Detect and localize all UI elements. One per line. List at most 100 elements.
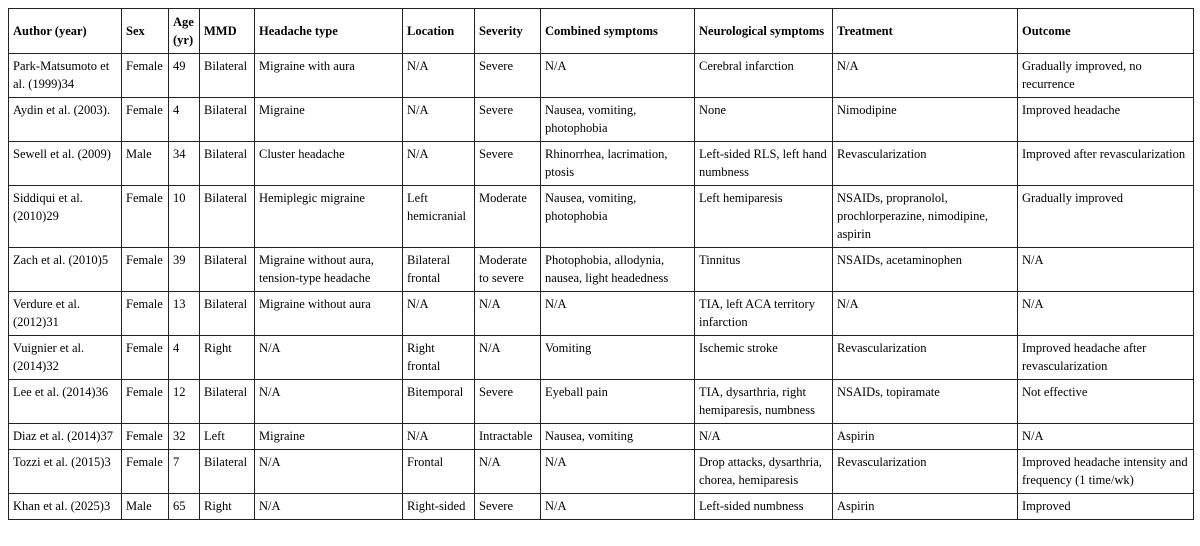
table-cell: NSAIDs, propranolol, prochlorperazine, n… [832, 185, 1018, 248]
table-cell: Moderate [474, 185, 541, 248]
table-cell: Migraine [254, 423, 403, 450]
table-cell: N/A [540, 53, 695, 98]
table-cell: Intractable [474, 423, 541, 450]
table-cell: Left-sided numbness [694, 493, 833, 520]
table-cell: Gradually improved, no recurrence [1017, 53, 1194, 98]
table-cell: 12 [168, 379, 200, 424]
table-cell: Bilateral [199, 53, 255, 98]
header-cell: Outcome [1017, 8, 1194, 54]
table-cell: Female [121, 449, 169, 494]
header-cell: MMD [199, 8, 255, 54]
table-cell: N/A [402, 97, 475, 142]
table-cell: Right [199, 493, 255, 520]
table-cell: N/A [832, 53, 1018, 98]
table-cell: N/A [1017, 423, 1194, 450]
table-cell: Female [121, 379, 169, 424]
table-cell: N/A [254, 335, 403, 380]
table-cell: Severe [474, 53, 541, 98]
data-table: Author (year) Sex Age (yr) MMD Headache type… [8, 8, 1194, 520]
table-cell: TIA, dysarthria, right hemiparesis, numb… [694, 379, 833, 424]
table-cell: Revascularization [832, 449, 1018, 494]
table-cell: Left [199, 423, 255, 450]
table-wrap: Author (year) Sex Age (yr) MMD Headache type… [8, 8, 1194, 520]
table-cell: N/A [254, 449, 403, 494]
table-row: Verdure et al. (2012)31 Female 13 Bilateral… [8, 291, 1194, 336]
table-cell: Left hemiparesis [694, 185, 833, 248]
table-cell: Eyeball pain [540, 379, 695, 424]
table-row: Tozzi et al. (2015)3 Female 7 Bilateral N/A F… [8, 449, 1194, 494]
table-cell: Migraine without aura, tension-type head… [254, 247, 403, 292]
table-cell: Female [121, 247, 169, 292]
table-cell: Sewell et al. (2009) [8, 141, 122, 186]
table-cell: N/A [474, 449, 541, 494]
table-cell: Siddiqui et al. (2010)29 [8, 185, 122, 248]
table-row: Park-Matsumoto et al. (1999)34 Female 49 Bi… [8, 53, 1194, 98]
table-cell: Photophobia, allodynia, nausea, light he… [540, 247, 695, 292]
table-cell: 4 [168, 97, 200, 142]
table-cell: Hemiplegic migraine [254, 185, 403, 248]
table-cell: N/A [540, 291, 695, 336]
table-cell: N/A [474, 335, 541, 380]
table-cell: Rhinorrhea, lacrimation, ptosis [540, 141, 695, 186]
table-row: Aydin et al. (2003). Female 4 Bilateral Migr… [8, 97, 1194, 142]
table-cell: Nimodipine [832, 97, 1018, 142]
table-cell: 49 [168, 53, 200, 98]
table-row: Siddiqui et al. (2010)29 Female 10 Bilatera… [8, 185, 1194, 248]
table-cell: Improved headache [1017, 97, 1194, 142]
table-cell: N/A [540, 493, 695, 520]
header-cell: Combined symptoms [540, 8, 695, 54]
table-cell: Bilateral [199, 141, 255, 186]
table-cell: Left-sided RLS, left hand numbness [694, 141, 833, 186]
table-cell: Aspirin [832, 423, 1018, 450]
table-cell: Frontal [402, 449, 475, 494]
table-cell: 13 [168, 291, 200, 336]
table-cell: Male [121, 493, 169, 520]
table-cell: 32 [168, 423, 200, 450]
header-cell: Sex [121, 8, 169, 54]
table-cell: Bitemporal [402, 379, 475, 424]
table-cell: N/A [254, 493, 403, 520]
table-cell: N/A [402, 423, 475, 450]
table-cell: Female [121, 185, 169, 248]
table-row: Sewell et al. (2009) Male 34 Bilateral Clust… [8, 141, 1194, 186]
table-cell: N/A [254, 379, 403, 424]
table-cell: Improved after revascularization [1017, 141, 1194, 186]
header-cell: Treatment [832, 8, 1018, 54]
table-cell: Park-Matsumoto et al. (1999)34 [8, 53, 122, 98]
header-cell: Severity [474, 8, 541, 54]
table-cell: Verdure et al. (2012)31 [8, 291, 122, 336]
table-cell: Bilateral [199, 291, 255, 336]
table-cell: Left hemicranial [402, 185, 475, 248]
table-cell: Improved [1017, 493, 1194, 520]
table-cell: Right [199, 335, 255, 380]
table-cell: Tozzi et al. (2015)3 [8, 449, 122, 494]
table-cell: Revascularization [832, 141, 1018, 186]
table-cell: Nausea, vomiting [540, 423, 695, 450]
table-cell: TIA, left ACA territory infarction [694, 291, 833, 336]
table-cell: Bilateral [199, 449, 255, 494]
table-cell: 7 [168, 449, 200, 494]
table-cell: Migraine [254, 97, 403, 142]
header-cell: Author (year) [8, 8, 122, 54]
table-row: Zach et al. (2010)5 Female 39 Bilateral Migr… [8, 247, 1194, 292]
table-cell: NSAIDs, topiramate [832, 379, 1018, 424]
header-cell: Location [402, 8, 475, 54]
table-cell: Moderate to severe [474, 247, 541, 292]
table-cell: Severe [474, 493, 541, 520]
header-cell: Neurological symptoms [694, 8, 833, 54]
table-body: Park-Matsumoto et al. (1999)34 Female 49 Bi… [8, 53, 1194, 520]
table-row: Khan et al. (2025)3 Male 65 Right N/A Right-s… [8, 493, 1194, 520]
table-cell: Female [121, 53, 169, 98]
table-cell: N/A [540, 449, 695, 494]
table-cell: Zach et al. (2010)5 [8, 247, 122, 292]
table-cell: Not effective [1017, 379, 1194, 424]
table-cell: Bilateral [199, 247, 255, 292]
table-cell: Vomiting [540, 335, 695, 380]
table-cell: N/A [1017, 291, 1194, 336]
table-cell: Female [121, 423, 169, 450]
table-cell: Migraine without aura [254, 291, 403, 336]
table-cell: Tinnitus [694, 247, 833, 292]
table-cell: Ischemic stroke [694, 335, 833, 380]
table-cell: N/A [402, 53, 475, 98]
table-cell: Improved headache intensity and frequenc… [1017, 449, 1194, 494]
